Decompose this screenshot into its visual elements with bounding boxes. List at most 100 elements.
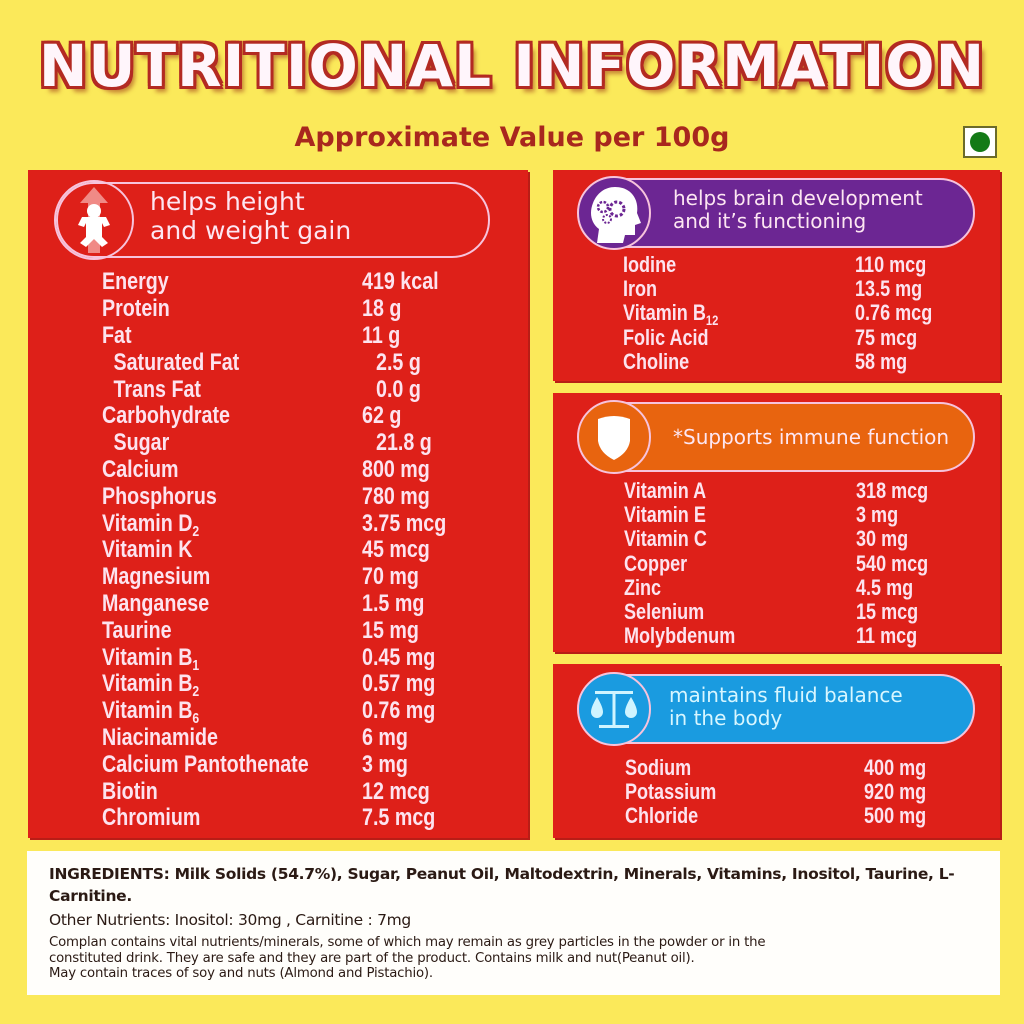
brain-panel: helps brain development and it’s functio… bbox=[553, 170, 1000, 381]
nutrient-value: 6 mg bbox=[362, 723, 408, 751]
immune-heading: *Supports immune function bbox=[673, 425, 950, 449]
nutrient-name: Iodine bbox=[623, 252, 677, 278]
nutrient-value: 4.5 mg bbox=[856, 574, 914, 600]
nutrient-value: 15 mcg bbox=[856, 599, 919, 625]
table-row: Sugar 21.8 g bbox=[102, 429, 465, 457]
nutrient-name: Calcium Pantothenate bbox=[102, 750, 309, 778]
other-nutrients-text: Other Nutrients: Inositol: 30mg , Carnit… bbox=[49, 911, 411, 929]
nutrient-value: 0.45 mg bbox=[362, 643, 436, 671]
balance-scale-drops-icon bbox=[577, 672, 651, 746]
veg-dot bbox=[970, 132, 990, 152]
table-row: Magnesium 70 mg bbox=[102, 563, 465, 591]
nutrient-value: 58 mg bbox=[855, 348, 908, 374]
nutrient-name: Iron bbox=[623, 276, 658, 302]
table-row: Manganese 1.5 mg bbox=[102, 589, 465, 618]
nutrient-name: Biotin bbox=[102, 777, 158, 805]
nutrient-value: 62 g bbox=[362, 402, 402, 430]
nutrient-value: 0.57 mg bbox=[362, 670, 436, 698]
nutrient-value: 419 kcal bbox=[362, 268, 439, 296]
table-row: Vitamin K 45 mcg bbox=[102, 536, 465, 564]
child-growth-arrow-icon bbox=[54, 180, 134, 260]
nutrient-name-text: Vitamin B bbox=[102, 670, 193, 698]
immune-nutrient-list: Vitamin A 318 mcg Vitamin E 3 mg Vitamin C… bbox=[624, 478, 944, 648]
subscript: 12 bbox=[705, 313, 719, 329]
nutrient-name: Carbohydrate bbox=[102, 402, 230, 430]
table-row: Calcium Pantothenate 3 mg bbox=[102, 751, 465, 778]
growth-panel: helps height and weight gain Energy 419 k… bbox=[28, 170, 528, 838]
nutrient-value: 7.5 mcg bbox=[362, 804, 436, 832]
nutrient-value: 540 mcg bbox=[856, 550, 929, 576]
nutrient-value: 75 mcg bbox=[855, 324, 918, 350]
subscript: 1 bbox=[192, 657, 200, 674]
nutrient-name: Saturated Fat bbox=[113, 348, 240, 376]
table-row: Calcium 800 mg bbox=[102, 455, 465, 484]
nutrient-value: 0.0 g bbox=[376, 375, 421, 403]
nutrient-name: Folic Acid bbox=[623, 324, 709, 350]
table-row: Choline 58 mg bbox=[623, 348, 949, 374]
nutrient-name: Protein bbox=[102, 295, 170, 323]
table-row: Carbohydrate 62 g bbox=[102, 402, 465, 430]
table-row: Biotin 12 mcg bbox=[102, 778, 465, 805]
table-row: Vitamin B2 0.57 mg bbox=[102, 670, 465, 701]
veg-symbol-icon bbox=[963, 126, 997, 158]
growth-heading-line2: and weight gain bbox=[150, 215, 352, 245]
table-row: Vitamin D2 3.75 mcg bbox=[102, 509, 465, 540]
nutrient-name: Trans Fat bbox=[113, 375, 201, 403]
nutrient-value: 12 mcg bbox=[362, 777, 430, 805]
table-row: Trans Fat 0.0 g bbox=[102, 376, 465, 403]
nutrient-value: 3 mg bbox=[856, 502, 899, 528]
nutrient-name: Chloride bbox=[625, 803, 699, 829]
brain-gears-head-icon bbox=[577, 176, 651, 250]
nutrient-value: 70 mg bbox=[362, 563, 419, 591]
nutrient-name: Vitamin A bbox=[624, 478, 707, 504]
nutrient-value: 13.5 mg bbox=[855, 276, 923, 302]
nutrient-value: 3 mg bbox=[362, 750, 408, 778]
nutrient-name: Vitamin B12 bbox=[623, 300, 813, 329]
brain-nutrient-list: Iodine 110 mcg Iron 13.5 mg Vitamin B12 0.7… bbox=[623, 252, 949, 374]
table-row: Chloride 500 mg bbox=[625, 803, 940, 829]
nutrient-name: Vitamin D2 bbox=[102, 510, 315, 540]
table-row: Iron 13.5 mg bbox=[623, 276, 949, 302]
nutrient-name: Vitamin B2 bbox=[102, 670, 315, 701]
nutrient-value: 45 mcg bbox=[362, 536, 430, 564]
nutrient-value: 110 mcg bbox=[855, 252, 927, 278]
table-row: Iodine 110 mcg bbox=[623, 252, 949, 278]
brain-heading-line1: helps brain development bbox=[673, 186, 923, 210]
nutrient-value: 800 mg bbox=[362, 455, 430, 483]
nutrient-name: Vitamin E bbox=[624, 502, 706, 528]
nutrient-name: Calcium bbox=[102, 455, 179, 483]
table-row: Molybdenum 11 mcg bbox=[624, 623, 944, 648]
subscript: 2 bbox=[192, 684, 200, 701]
nutrient-name: Niacinamide bbox=[102, 723, 218, 751]
growth-heading-line1: helps height bbox=[150, 187, 305, 216]
table-row: Taurine 15 mg bbox=[102, 617, 465, 644]
nutrient-name: Vitamin K bbox=[102, 536, 193, 564]
table-row: Energy 419 kcal bbox=[102, 268, 465, 296]
nutrient-name: Selenium bbox=[624, 599, 705, 625]
page-subtitle: Approximate Value per 100g bbox=[294, 122, 730, 153]
table-row: Selenium 15 mcg bbox=[624, 599, 944, 625]
table-row: Fat 11 g bbox=[102, 322, 465, 350]
fluid-heading-line1: maintains fluid balance bbox=[669, 683, 903, 707]
nutrient-value: 920 mg bbox=[864, 779, 927, 805]
brain-heading-pill: helps brain development and it’s functio… bbox=[577, 176, 975, 250]
table-row: Vitamin B12 0.76 mcg bbox=[623, 300, 949, 329]
nutrient-value: 0.76 mcg bbox=[855, 300, 933, 326]
disclaimer-line3: May contain traces of soy and nuts (Almo… bbox=[49, 966, 433, 981]
nutrient-name: Energy bbox=[102, 268, 169, 296]
fluid-heading-pill: maintains fluid balance in the body bbox=[577, 672, 975, 746]
nutrient-name-text: Vitamin B bbox=[623, 300, 706, 326]
table-row: Phosphorus 780 mg bbox=[102, 483, 465, 510]
nutrient-name: Taurine bbox=[102, 616, 172, 644]
fluid-heading-line2: in the body bbox=[669, 706, 783, 730]
nutrient-value: 15 mg bbox=[362, 616, 419, 644]
nutrient-value: 1.5 mg bbox=[362, 589, 425, 617]
table-row: Vitamin B6 0.76 mg bbox=[102, 697, 465, 727]
nutrient-value: 3.75 mcg bbox=[362, 509, 447, 537]
nutrient-name: Zinc bbox=[624, 574, 662, 600]
fluid-panel: maintains fluid balance in the body Sodi… bbox=[553, 664, 1000, 838]
nutrient-name: Vitamin B6 bbox=[102, 697, 315, 727]
table-row: Potassium 920 mg bbox=[625, 779, 940, 805]
ingredients-box: INGREDIENTS: Milk Solids (54.7%), Sugar,… bbox=[27, 851, 1000, 995]
nutrient-name: Phosphorus bbox=[102, 482, 217, 510]
